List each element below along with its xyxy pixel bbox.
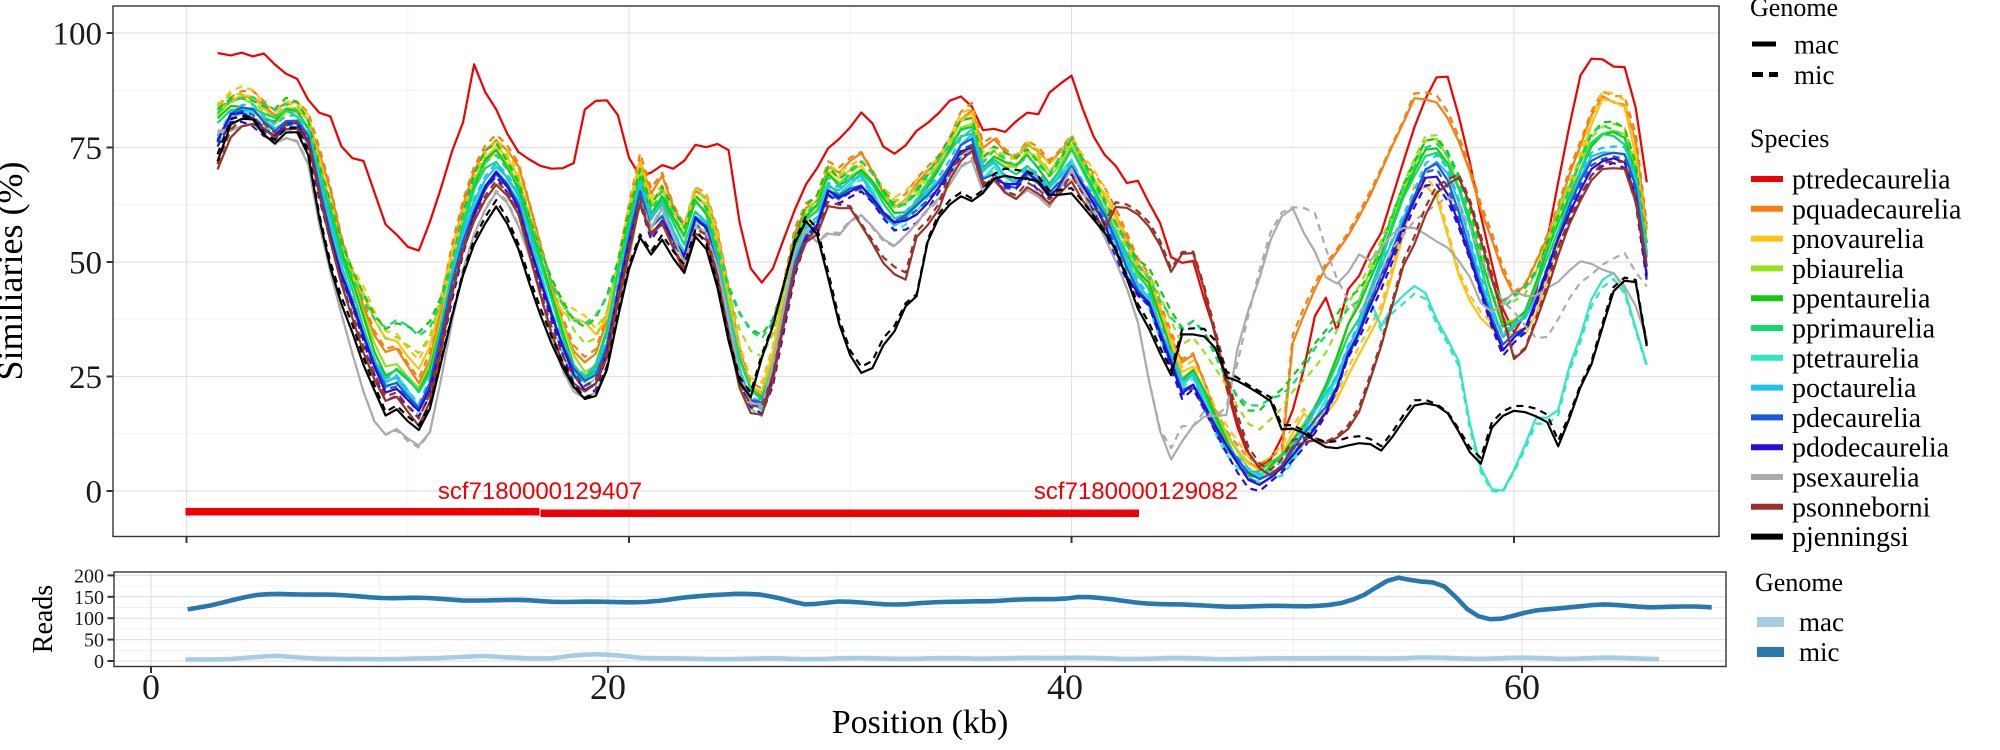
svg-text:psonneborni: psonneborni	[1792, 492, 1931, 523]
svg-text:mic: mic	[1794, 60, 1835, 90]
svg-text:150: 150	[74, 587, 104, 609]
svg-text:Similiaries (%): Similiaries (%)	[0, 162, 30, 381]
svg-text:25: 25	[69, 360, 102, 396]
svg-text:pdodecaurelia: pdodecaurelia	[1792, 433, 1950, 464]
svg-text:100: 100	[74, 608, 104, 630]
svg-text:0: 0	[142, 667, 160, 707]
svg-text:ppentaurelia: ppentaurelia	[1792, 284, 1931, 315]
svg-text:scf7180000129082: scf7180000129082	[1034, 478, 1238, 505]
svg-text:40: 40	[1047, 667, 1083, 707]
svg-text:0: 0	[86, 475, 103, 511]
svg-text:100: 100	[53, 17, 103, 53]
svg-text:poctaurelia: poctaurelia	[1792, 373, 1917, 404]
svg-text:50: 50	[69, 246, 102, 282]
svg-text:75: 75	[69, 131, 102, 167]
svg-text:200: 200	[74, 565, 104, 587]
svg-text:scf7180000129407: scf7180000129407	[438, 478, 642, 505]
svg-text:20: 20	[590, 667, 626, 707]
svg-text:Genome: Genome	[1750, 0, 1838, 22]
svg-text:pquadecaurelia: pquadecaurelia	[1792, 194, 1962, 225]
svg-text:pbiaurelia: pbiaurelia	[1792, 254, 1905, 285]
svg-text:pdecaurelia: pdecaurelia	[1792, 403, 1922, 434]
svg-text:Genome: Genome	[1755, 568, 1843, 597]
svg-text:Reads: Reads	[28, 585, 59, 653]
svg-text:pjenningsi: pjenningsi	[1792, 522, 1909, 553]
svg-text:0: 0	[94, 651, 104, 673]
svg-text:50: 50	[84, 630, 104, 652]
svg-text:mac: mac	[1794, 30, 1839, 60]
svg-text:mic: mic	[1799, 637, 1840, 667]
svg-text:pprimaurelia: pprimaurelia	[1792, 314, 1936, 345]
svg-text:60: 60	[1504, 667, 1540, 707]
svg-text:psexaurelia: psexaurelia	[1792, 463, 1920, 494]
svg-text:pnovaurelia: pnovaurelia	[1792, 224, 1925, 255]
svg-text:Species: Species	[1750, 124, 1829, 153]
svg-text:mac: mac	[1799, 607, 1844, 637]
svg-text:ptetraurelia: ptetraurelia	[1792, 343, 1920, 374]
svg-text:ptredecaurelia: ptredecaurelia	[1792, 165, 1951, 196]
svg-text:Position (kb): Position (kb)	[832, 704, 1009, 741]
